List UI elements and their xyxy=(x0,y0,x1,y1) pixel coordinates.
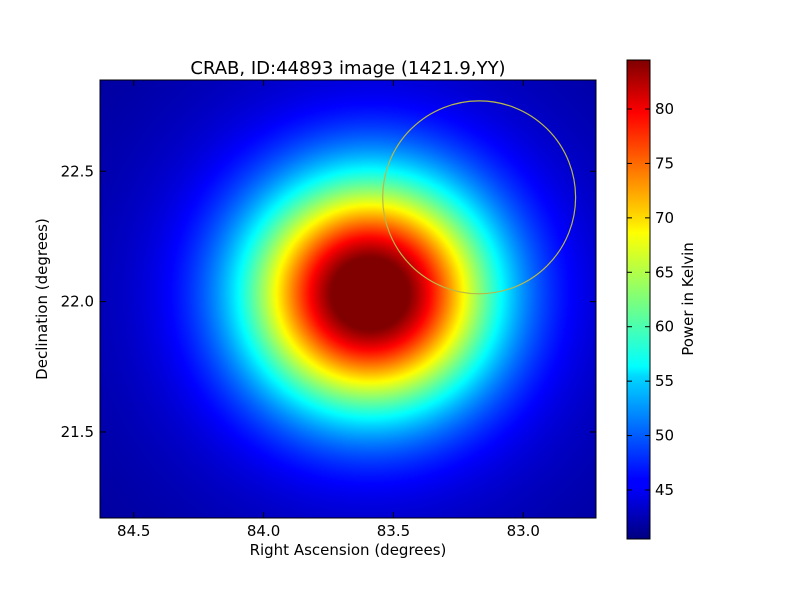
x-axis-label: Right Ascension (degrees) xyxy=(250,541,447,559)
heatmap-image xyxy=(100,80,596,518)
colorbar-tick-label: 55 xyxy=(655,372,674,390)
overlay-circle xyxy=(382,100,577,295)
colorbar-label: Power in Kelvin xyxy=(679,242,697,356)
plot-frame xyxy=(99,79,597,519)
colorbar-tick-label: 65 xyxy=(655,263,674,281)
colorbar-gradient xyxy=(627,60,650,539)
colorbar-frame xyxy=(626,59,651,540)
y-tick-label: 21.5 xyxy=(61,423,94,441)
colorbar-tick-label: 50 xyxy=(655,427,674,445)
y-tick-label: 22.0 xyxy=(61,293,94,311)
y-axis-label: Declination (degrees) xyxy=(33,218,51,380)
colorbar-tick-label: 70 xyxy=(655,209,674,227)
y-axis: 21.5 22.0 22.5 xyxy=(61,162,596,441)
x-tick-label: 84.0 xyxy=(247,522,280,540)
x-axis: 84.5 84.0 83.5 83.0 xyxy=(117,80,540,540)
plot-area xyxy=(99,79,597,519)
colorbar: 45 50 55 60 65 70 75 80 Power in Kelvin xyxy=(626,59,697,540)
colorbar-tick-label: 80 xyxy=(655,100,674,118)
colorbar-tick-label: 75 xyxy=(655,154,674,172)
chart-title: CRAB, ID:44893 image (1421.9,YY) xyxy=(190,58,505,79)
colorbar-tick-label: 60 xyxy=(655,318,674,336)
colorbar-tick-label: 45 xyxy=(655,481,674,499)
x-tick-label: 84.5 xyxy=(117,522,150,540)
x-tick-label: 83.0 xyxy=(507,522,540,540)
y-tick-label: 22.5 xyxy=(61,162,94,180)
x-tick-label: 83.5 xyxy=(377,522,410,540)
colorbar-ticks: 45 50 55 60 65 70 75 80 xyxy=(627,100,674,499)
